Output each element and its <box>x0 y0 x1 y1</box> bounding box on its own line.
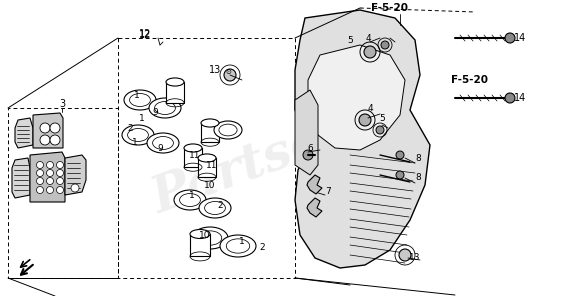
Polygon shape <box>295 10 430 268</box>
Text: 1: 1 <box>134 91 140 99</box>
Polygon shape <box>30 152 65 202</box>
Text: 11: 11 <box>206 160 218 170</box>
Circle shape <box>57 178 64 184</box>
Text: 1: 1 <box>189 191 195 200</box>
Text: 9: 9 <box>157 144 163 152</box>
Polygon shape <box>15 118 33 148</box>
Bar <box>198 158 216 177</box>
Circle shape <box>36 162 43 168</box>
Circle shape <box>71 184 79 192</box>
Polygon shape <box>12 158 30 198</box>
Circle shape <box>40 123 50 133</box>
Text: 14: 14 <box>514 33 526 43</box>
Text: Partsoubl: Partsoubl <box>144 86 415 224</box>
Ellipse shape <box>199 198 231 218</box>
Text: 11: 11 <box>189 150 201 160</box>
Circle shape <box>46 162 54 168</box>
Ellipse shape <box>166 78 184 86</box>
Bar <box>184 148 202 167</box>
Ellipse shape <box>184 144 202 152</box>
Text: 1: 1 <box>239 237 245 247</box>
Polygon shape <box>33 113 63 148</box>
Circle shape <box>57 170 64 176</box>
Text: 12: 12 <box>139 30 151 40</box>
Circle shape <box>40 135 50 145</box>
Bar <box>8 108 118 278</box>
Text: 6: 6 <box>307 144 313 152</box>
Ellipse shape <box>192 227 228 249</box>
Text: 8: 8 <box>415 154 421 163</box>
Polygon shape <box>307 198 322 217</box>
Text: 1: 1 <box>139 113 145 123</box>
Circle shape <box>505 93 515 103</box>
Text: 8: 8 <box>415 173 421 183</box>
Circle shape <box>57 186 64 194</box>
Polygon shape <box>295 90 318 175</box>
Ellipse shape <box>174 190 206 210</box>
Circle shape <box>505 33 515 43</box>
Circle shape <box>36 170 43 176</box>
Ellipse shape <box>190 229 210 239</box>
Circle shape <box>359 114 371 126</box>
Circle shape <box>36 186 43 194</box>
Text: F-5-20: F-5-20 <box>451 75 488 85</box>
Circle shape <box>376 126 384 134</box>
Text: 4: 4 <box>365 33 371 43</box>
Text: ⊙: ⊙ <box>225 69 231 75</box>
Ellipse shape <box>147 133 179 153</box>
Text: F-5-20: F-5-20 <box>372 3 409 13</box>
Text: 13: 13 <box>409 252 421 261</box>
Text: 2: 2 <box>127 123 133 133</box>
Circle shape <box>36 178 43 184</box>
Bar <box>166 82 184 103</box>
Ellipse shape <box>122 125 154 145</box>
Text: 10: 10 <box>199 231 211 239</box>
Polygon shape <box>308 45 405 150</box>
Circle shape <box>396 171 404 179</box>
Bar <box>201 123 219 142</box>
Ellipse shape <box>201 119 219 127</box>
Circle shape <box>364 46 376 58</box>
Text: 14: 14 <box>514 93 526 103</box>
Circle shape <box>46 178 54 184</box>
Text: 5: 5 <box>379 113 385 123</box>
Text: 7: 7 <box>325 187 331 197</box>
Circle shape <box>50 123 60 133</box>
Text: 4: 4 <box>367 104 373 112</box>
Text: 12: 12 <box>139 29 151 39</box>
Circle shape <box>57 162 64 168</box>
Circle shape <box>396 151 404 159</box>
Text: 5: 5 <box>347 36 353 44</box>
Text: 10: 10 <box>204 181 216 189</box>
Text: 9: 9 <box>152 107 158 117</box>
Text: 2: 2 <box>217 200 223 210</box>
Ellipse shape <box>220 235 256 257</box>
Text: 3: 3 <box>59 99 65 109</box>
Text: 1: 1 <box>132 138 138 147</box>
Circle shape <box>303 150 313 160</box>
Circle shape <box>50 135 60 145</box>
Ellipse shape <box>149 98 181 118</box>
Text: 13: 13 <box>209 65 221 75</box>
Circle shape <box>381 41 389 49</box>
Polygon shape <box>307 175 322 194</box>
Circle shape <box>46 170 54 176</box>
Bar <box>190 234 210 256</box>
Text: 2: 2 <box>259 244 265 252</box>
Circle shape <box>46 186 54 194</box>
Ellipse shape <box>124 90 156 110</box>
Circle shape <box>399 249 411 261</box>
Ellipse shape <box>198 154 216 162</box>
Polygon shape <box>65 155 86 195</box>
Circle shape <box>224 69 236 81</box>
Ellipse shape <box>214 121 242 139</box>
